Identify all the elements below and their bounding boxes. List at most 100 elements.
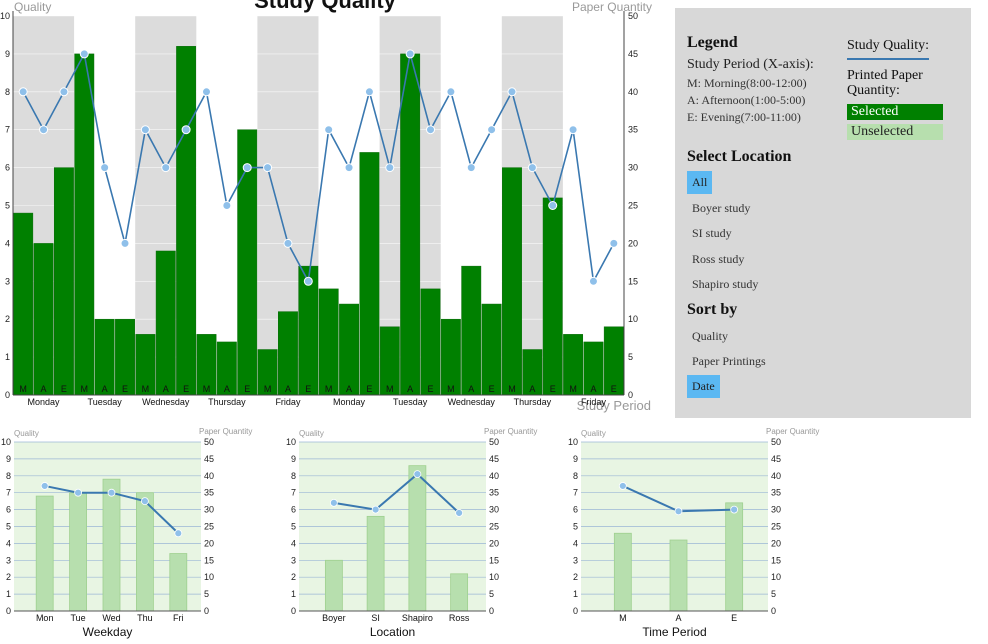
quality-point xyxy=(618,482,627,490)
legend-line-afternoon: A: Afternoon(1:00-5:00) xyxy=(687,93,806,107)
location-option-ross[interactable]: Ross study xyxy=(692,252,745,266)
quality-point xyxy=(59,87,69,97)
quality-point xyxy=(426,125,436,135)
paper-bar xyxy=(102,478,121,612)
day-label: Friday xyxy=(581,397,607,407)
y-tick-left: 2 xyxy=(291,572,296,582)
y-tick-right: 10 xyxy=(628,314,638,324)
y-tick-left: 5 xyxy=(6,522,11,532)
quality-point xyxy=(446,87,456,97)
day-label: Tuesday xyxy=(88,397,123,407)
y-tick-right: 45 xyxy=(489,454,499,464)
paper-bar xyxy=(33,243,54,396)
y-tick-right: 20 xyxy=(489,538,499,548)
quality-point xyxy=(174,529,183,538)
paper-bar xyxy=(278,311,298,396)
period-label: A xyxy=(407,384,413,394)
x-axis-label: Time Period xyxy=(642,625,706,639)
category-label: A xyxy=(675,613,681,623)
y-tick-left: 10 xyxy=(1,437,11,447)
paper-bar xyxy=(324,559,343,612)
y-tick-left: 0 xyxy=(573,606,578,616)
location-option-shapiro[interactable]: Shapiro study xyxy=(692,277,759,291)
period-label: A xyxy=(468,384,474,394)
y-axis-label-left: Quality xyxy=(14,0,51,14)
y-tick-left: 5 xyxy=(291,522,296,532)
legend-line-evening: E: Evening(7:00-11:00) xyxy=(687,110,801,124)
quality-point xyxy=(222,201,232,210)
y-tick-left: 4 xyxy=(291,538,296,548)
location-option-si[interactable]: SI study xyxy=(692,226,732,240)
paper-bar xyxy=(13,212,34,396)
period-label: M xyxy=(386,384,394,394)
location-option-all[interactable]: All xyxy=(687,171,713,194)
quality-point xyxy=(201,87,211,97)
paper-bar xyxy=(420,288,441,396)
control-panel: Legend Study Period (X-axis): M: Morning… xyxy=(675,8,971,418)
quality-point xyxy=(161,163,171,173)
y-tick-left: 4 xyxy=(573,538,578,548)
y-tick-right: 5 xyxy=(628,352,633,362)
y-tick-left: 8 xyxy=(573,471,578,481)
day-label: Thursday xyxy=(514,397,552,407)
period-label: M xyxy=(203,384,211,394)
y-axis-label-left: Quality xyxy=(581,429,606,438)
y-tick-right: 25 xyxy=(489,522,499,532)
y-tick-left: 0 xyxy=(291,606,296,616)
quality-point xyxy=(405,49,415,59)
quality-point xyxy=(674,507,683,516)
y-axis-label-right: Paper Quantity xyxy=(766,427,819,436)
y-axis-label-right: Paper Quantity xyxy=(484,427,537,436)
y-axis-label-left: Quality xyxy=(14,429,39,438)
y-tick-left: 7 xyxy=(573,488,578,498)
y-tick-right: 5 xyxy=(489,589,494,599)
quality-line xyxy=(333,472,460,514)
quality-point xyxy=(568,125,578,135)
y-tick-right: 35 xyxy=(771,488,781,498)
select-location-title: Select Location xyxy=(687,148,792,165)
y-tick-right: 25 xyxy=(628,201,638,211)
y-tick-left: 5 xyxy=(5,201,10,211)
y-tick-right: 35 xyxy=(628,125,638,135)
y-tick-left: 3 xyxy=(6,555,11,565)
paper-bar xyxy=(35,495,54,612)
y-tick-right: 35 xyxy=(204,488,214,498)
period-label: E xyxy=(489,384,495,394)
y-tick-left: 1 xyxy=(573,589,578,599)
day-label: Wednesday xyxy=(448,397,496,407)
y-tick-right: 10 xyxy=(771,572,781,582)
quality-point xyxy=(140,125,150,135)
legend-line-morning: M: Morning(8:00-12:00) xyxy=(687,76,807,90)
period-label: E xyxy=(366,384,372,394)
y-tick-right: 5 xyxy=(771,589,776,599)
category-label: E xyxy=(731,613,737,623)
y-axis-label-right: Paper Quantity xyxy=(199,427,252,436)
category-label: Fri xyxy=(173,613,184,623)
quality-point xyxy=(466,163,476,173)
quality-point xyxy=(371,505,380,514)
location-option-boyer[interactable]: Boyer study xyxy=(692,201,751,215)
quality-point xyxy=(74,488,82,497)
period-label: A xyxy=(346,384,352,394)
quality-point xyxy=(527,163,537,173)
quality-point xyxy=(18,87,28,97)
sort-by-title: Sort by xyxy=(687,301,738,318)
sort-option-quality[interactable]: Quality xyxy=(692,329,728,343)
y-tick-left: 3 xyxy=(291,555,296,565)
sort-option-date[interactable]: Date xyxy=(687,375,720,398)
study-quality-legend: Study Quality: xyxy=(847,38,930,60)
y-tick-right: 40 xyxy=(628,87,638,97)
y-tick-right: 50 xyxy=(771,437,781,447)
period-label: A xyxy=(590,384,596,394)
y-tick-left: 2 xyxy=(573,572,578,582)
period-label: M xyxy=(264,384,272,394)
quality-point xyxy=(588,276,598,286)
sort-option-paper-printings[interactable]: Paper Printings xyxy=(692,354,766,368)
period-label: M xyxy=(569,384,577,394)
y-tick-right: 45 xyxy=(204,454,214,464)
period-label: E xyxy=(550,384,556,394)
paper-bar xyxy=(542,197,563,396)
y-tick-left: 0 xyxy=(5,390,10,400)
legend-title: Legend xyxy=(687,34,738,51)
